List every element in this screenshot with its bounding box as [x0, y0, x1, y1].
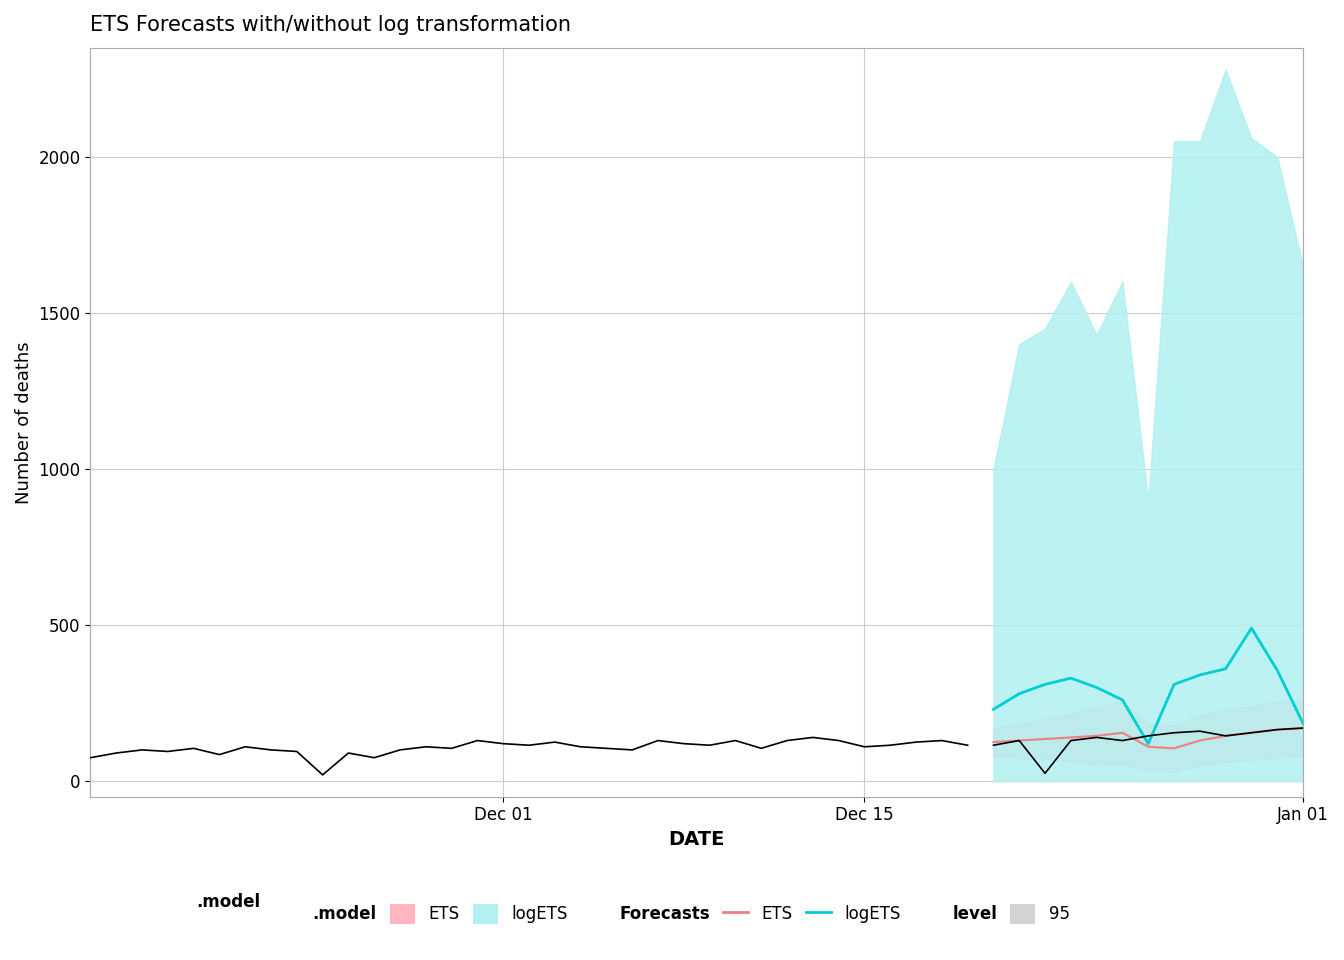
Y-axis label: Number of deaths: Number of deaths: [15, 341, 34, 503]
Text: .model: .model: [196, 894, 261, 911]
Legend: .model, ETS, logETS, Forecasts, ETS, logETS, level, 95: .model, ETS, logETS, Forecasts, ETS, log…: [266, 896, 1078, 932]
X-axis label: DATE: DATE: [668, 830, 724, 849]
Text: ETS Forecasts with/without log transformation: ETS Forecasts with/without log transform…: [90, 15, 571, 35]
